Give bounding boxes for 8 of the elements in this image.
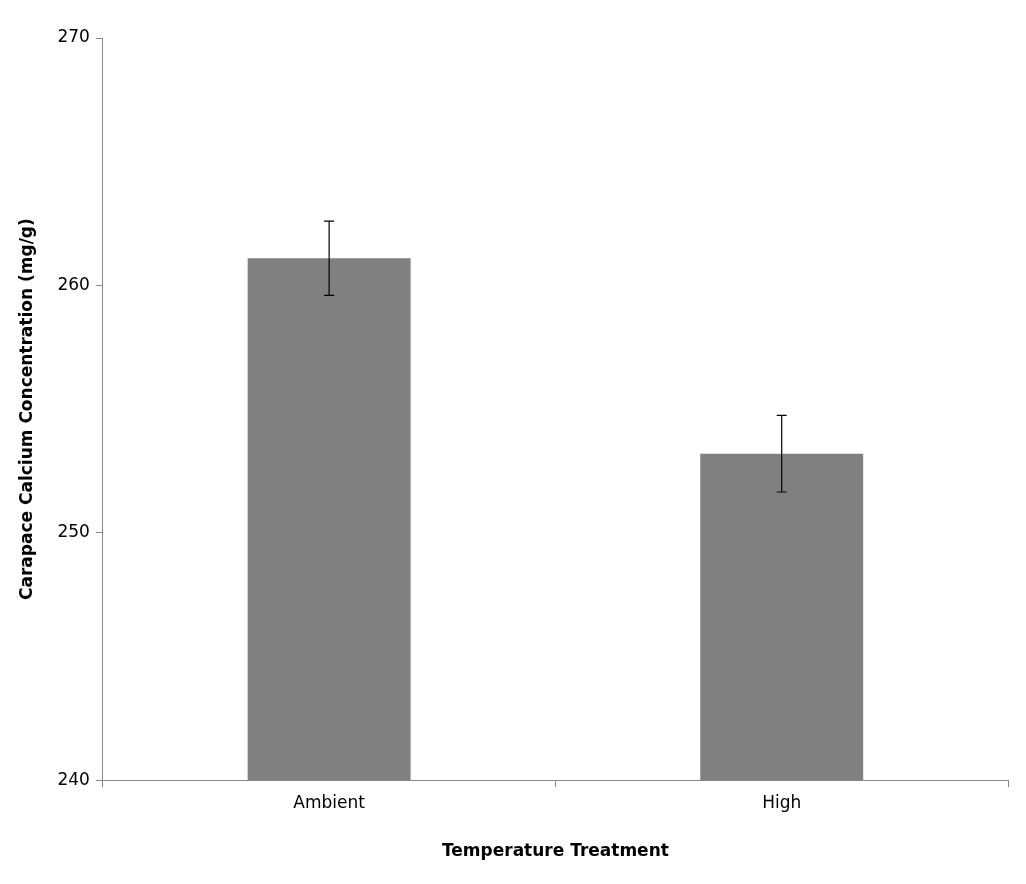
x-tick-label: High: [762, 791, 802, 812]
y-tick-label: 260: [57, 273, 90, 294]
y-tick-label: 240: [57, 768, 90, 789]
x-tick-label: Ambient: [293, 791, 366, 812]
y-tick-label: 250: [57, 521, 90, 542]
x-axis-title: Temperature Treatment: [441, 840, 669, 861]
y-axis-title: Carapace Calcium Concentration (mg/g): [15, 218, 36, 600]
y-tick-label: 270: [57, 26, 90, 47]
